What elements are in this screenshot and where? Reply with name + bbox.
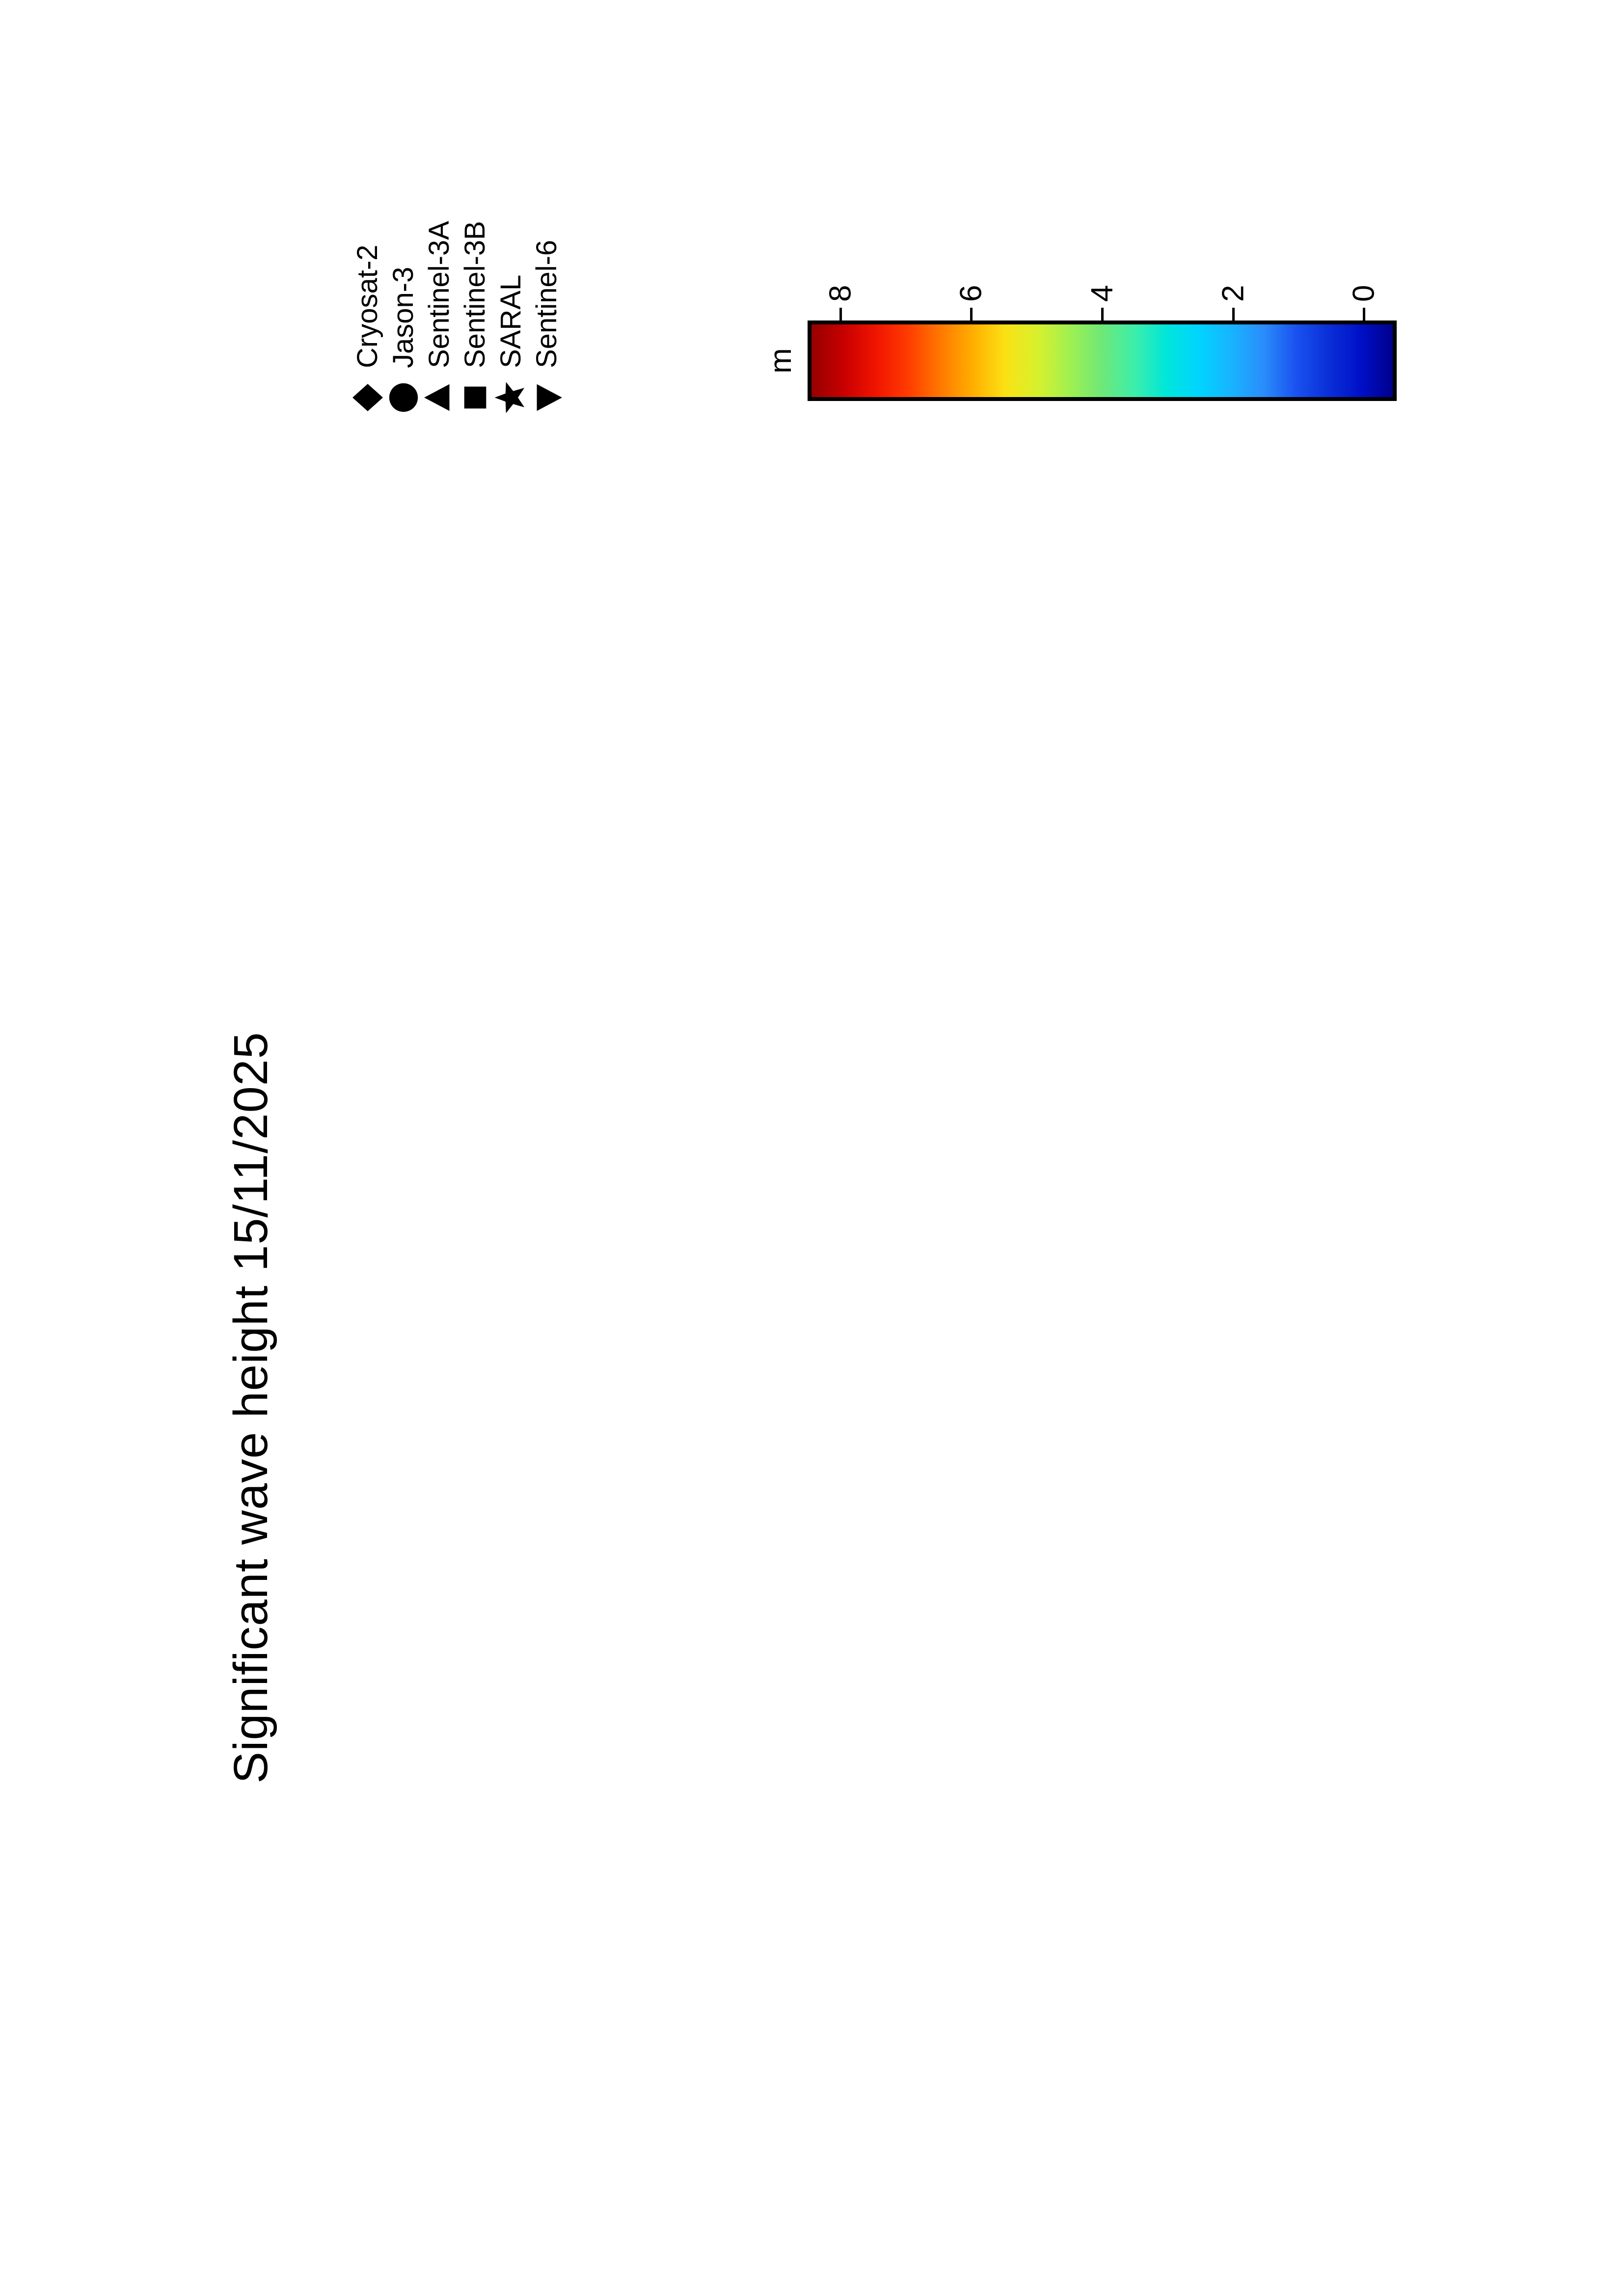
square-icon <box>458 368 492 427</box>
legend-item-sentinel-6: Sentinel-6 <box>529 221 565 427</box>
legend-item-jason-3: Jason-3 <box>385 221 421 427</box>
satellite-legend: Cryosat-2 Jason-3 Sentinel-3A Sentinel-3B SA… <box>350 221 565 427</box>
left-triangle-icon <box>422 368 457 427</box>
star-icon <box>494 368 528 427</box>
legend-item-sentinel-3b: Sentinel-3B <box>457 221 493 427</box>
legend-item-sentinel-3a: Sentinel-3A <box>421 221 457 427</box>
right-triangle-icon <box>530 368 564 427</box>
circle-icon <box>386 368 421 427</box>
diamond-icon <box>351 368 385 427</box>
legend-item-saral: SARAL <box>493 221 529 427</box>
legend-item-cryosat-2: Cryosat-2 <box>350 221 385 427</box>
